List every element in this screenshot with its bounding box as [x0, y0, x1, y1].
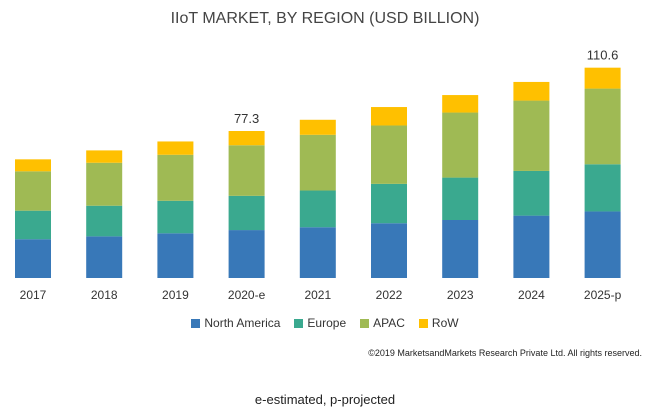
legend-label: Europe [307, 316, 347, 330]
legend-item-apac: APAC [360, 316, 405, 330]
bar-segment-north-america-2021 [299, 227, 336, 278]
bar-segment-europe-2025-p [584, 164, 621, 212]
bar-segment-north-america-2017 [15, 239, 51, 278]
bar-segment-row-2017 [15, 159, 51, 172]
bar-segment-apac-2024 [513, 100, 550, 171]
bar-segment-north-america-2023 [442, 219, 479, 278]
data-label-total: 110.6 [587, 48, 619, 63]
bar-segment-europe-2019 [157, 200, 194, 234]
bar-segment-europe-2023 [442, 177, 479, 220]
data-label-total: 77.3 [234, 111, 259, 126]
bar-segment-europe-2024 [513, 170, 550, 216]
bar-segment-europe-2018 [86, 205, 123, 237]
x-tick-label: 2025-p [584, 288, 622, 302]
bar-segment-row-2019 [157, 141, 194, 155]
bar-segment-apac-2017 [15, 171, 51, 211]
legend-item-europe: Europe [294, 316, 346, 330]
bar-segment-europe-2021 [299, 190, 336, 228]
bar-segment-north-america-2024 [513, 215, 550, 278]
bar-segment-north-america-2018 [86, 236, 123, 278]
bar-segment-apac-2023 [442, 112, 479, 178]
bar-segment-europe-2017 [15, 210, 51, 240]
x-tick-label: 2017 [20, 288, 47, 302]
legend: North America Europe APAC RoW [0, 316, 650, 330]
legend-item-row: RoW [418, 316, 459, 330]
bar-segment-apac-2022 [371, 125, 407, 184]
bar-segment-europe-2020-e [228, 195, 265, 231]
x-tick-label: 2021 [304, 288, 331, 302]
legend-label: RoW [431, 316, 459, 330]
copyright-notice: ©2019 MarketsandMarkets Research Private… [368, 348, 642, 358]
bar-segment-row-2023 [442, 95, 479, 113]
bar-segment-north-america-2020-e [228, 230, 265, 278]
bar-segment-north-america-2025-p [584, 211, 621, 278]
legend-label: APAC [373, 316, 405, 330]
legend-swatch [191, 318, 201, 328]
x-tick-label: 2022 [376, 288, 403, 302]
bar-segment-apac-2018 [86, 162, 123, 206]
x-tick-label: 2020-e [228, 288, 266, 302]
footnote: e-estimated, p-projected [254, 392, 396, 407]
stacked-bar-chart: 2017 2018 2019 2020-e 77.3 2021 2022 2023 2024 20… [15, 48, 622, 302]
bar-segment-europe-2022 [371, 183, 407, 224]
bar-segment-apac-2025-p [584, 88, 621, 165]
legend-swatch [360, 318, 370, 328]
bar-segment-north-america-2019 [157, 233, 194, 278]
bar-segment-apac-2019 [157, 154, 194, 201]
bar-segment-north-america-2022 [371, 223, 407, 278]
x-tick-label: 2019 [162, 288, 189, 302]
bar-segment-row-2021 [299, 119, 336, 135]
bar-segment-apac-2020-e [228, 145, 265, 196]
bar-segment-row-2020-e [228, 131, 265, 146]
x-tick-label: 2018 [91, 288, 118, 302]
x-tick-label: 2023 [447, 288, 474, 302]
legend-item-north-america: North America [191, 316, 280, 330]
legend-label: North America [204, 316, 281, 330]
bar-segment-row-2025-p [584, 67, 621, 89]
bar-segment-row-2018 [86, 150, 123, 163]
bar-segment-row-2022 [371, 107, 407, 126]
legend-swatch [418, 318, 428, 328]
x-tick-label: 2024 [518, 288, 545, 302]
bar-segment-row-2024 [513, 81, 550, 101]
bar-segment-apac-2021 [299, 134, 336, 191]
chart-title: IIoT MARKET, BY REGION (USD BILLION) [170, 10, 480, 27]
legend-swatch [294, 318, 304, 328]
